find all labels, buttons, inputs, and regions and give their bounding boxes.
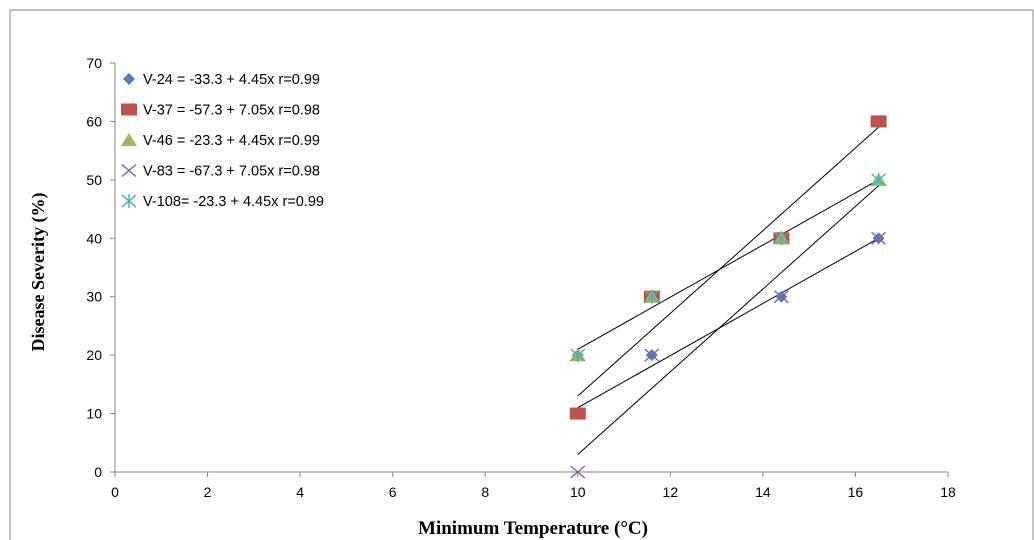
data-point-x [570,465,586,479]
chart-border [9,9,1034,540]
legend-marker-square [121,103,137,116]
x-tick-label: 18 [940,484,956,500]
axes: 0 2 4 6 8 10 12 14 16 18 0 10 20 30 40 50 60 70 [86,55,956,500]
y-tick-label: 60 [86,113,102,129]
data-points [569,115,887,479]
data-point-x [773,290,789,304]
x-tick-label: 10 [570,484,586,500]
data-point-square [870,115,887,128]
data-point-star [773,231,789,246]
data-point-star [644,289,660,304]
trendline [577,237,879,409]
legend-label: V-46 = -23.3 + 4.45x r=0.99 [143,133,320,149]
x-axis-label: Minimum Temperature (°C) [418,518,648,539]
x-tick-label: 2 [204,484,212,500]
trendlines [577,126,879,455]
y-axis-label: Disease Severity (%) [28,193,49,352]
y-tick-label: 20 [86,347,102,363]
y-tick-label: 0 [94,464,102,480]
legend-label: V-83 = -67.3 + 7.05x r=0.98 [143,164,320,180]
y-tick-label: 70 [86,55,102,71]
data-point-x [644,348,660,362]
data-point-square [569,407,586,420]
x-tick-label: 12 [663,484,679,500]
x-tick-label: 8 [481,484,489,500]
data-point-star [871,172,887,187]
x-tick-label: 14 [755,484,771,500]
x-tick-label: 16 [848,484,864,500]
trendline [577,185,879,455]
legend-marker-star [121,194,137,208]
legend-label: V-108= -23.3 + 4.45x r=0.99 [143,194,324,210]
y-tick-label: 10 [86,406,102,422]
legend-marker-diamond [123,73,135,85]
trendline [577,126,879,397]
legend-marker-x [121,163,137,178]
legend: V-24 = -33.3 + 4.45x r=0.99 V-37 = -57.3 … [121,72,324,210]
data-point-x [871,231,887,245]
legend-marker-triangle [121,133,137,146]
y-tick-label: 50 [86,172,102,188]
legend-label: V-37 = -57.3 + 7.05x r=0.98 [143,103,320,119]
y-tick-label: 40 [86,230,102,246]
x-tick-label: 0 [111,484,119,500]
x-tick-label: 6 [389,484,397,500]
data-point-star [570,348,586,363]
y-tick-label: 30 [86,289,102,305]
x-tick-label: 4 [296,484,304,500]
legend-label: V-24 = -33.3 + 4.45x r=0.99 [143,72,320,88]
trendline [577,179,879,350]
